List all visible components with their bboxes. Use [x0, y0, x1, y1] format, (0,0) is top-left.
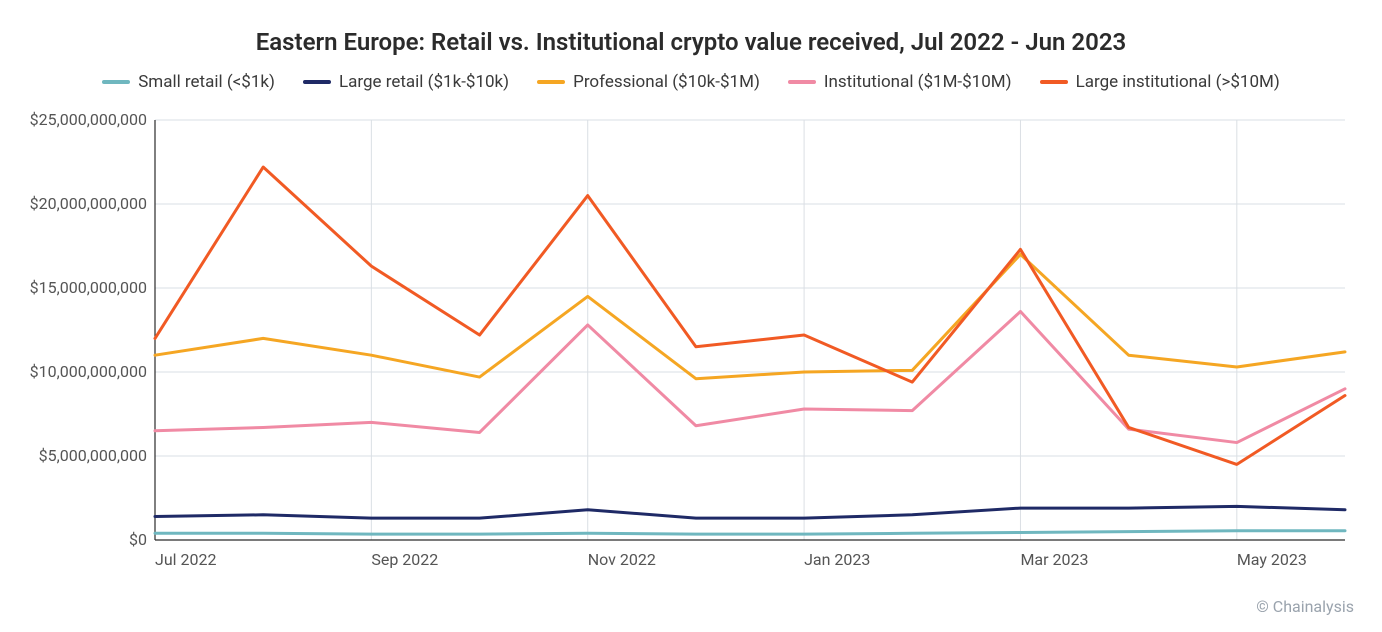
x-tick-label: Jan 2023: [804, 550, 870, 569]
x-tick-label: Nov 2022: [588, 550, 656, 569]
y-tick-label: $10,000,000,000: [30, 362, 147, 381]
y-tick-label: $20,000,000,000: [30, 194, 147, 213]
series-large_retail: [155, 506, 1345, 518]
series-large_institutional: [155, 167, 1345, 464]
series-institutional: [155, 312, 1345, 443]
y-tick-label: $15,000,000,000: [30, 278, 147, 297]
plot-area: [0, 0, 1365, 590]
y-tick-label: $0: [129, 530, 147, 549]
series-professional: [155, 254, 1345, 378]
chart-credit: © Chainalysis: [1256, 597, 1354, 616]
x-tick-label: Mar 2023: [1020, 550, 1088, 569]
chart-container: Eastern Europe: Retail vs. Institutional…: [0, 0, 1382, 632]
series-small_retail: [155, 531, 1345, 534]
y-tick-label: $5,000,000,000: [39, 446, 147, 465]
x-tick-label: Jul 2022: [155, 550, 216, 569]
y-tick-label: $25,000,000,000: [30, 110, 147, 129]
x-tick-label: Sep 2022: [371, 550, 438, 569]
x-tick-label: May 2023: [1237, 550, 1307, 569]
